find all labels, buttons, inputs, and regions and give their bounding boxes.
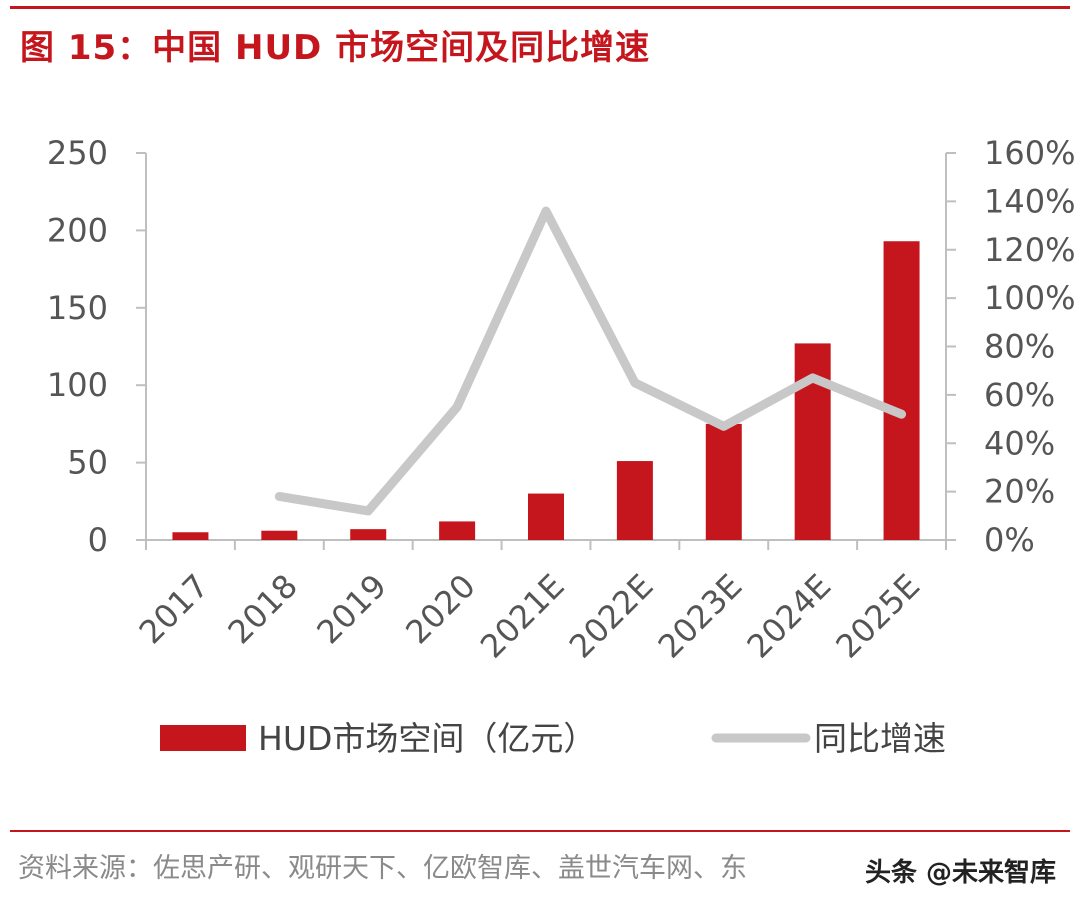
bar bbox=[528, 493, 564, 540]
bar bbox=[350, 529, 387, 540]
right-tick-label: 140% bbox=[984, 182, 1075, 220]
left-tick-label: 250 bbox=[47, 134, 108, 172]
left-tick-label: 100 bbox=[47, 366, 108, 404]
left-tick-label: 0 bbox=[88, 521, 108, 559]
legend-bar-label: HUD市场空间（亿元） bbox=[258, 719, 596, 758]
bar bbox=[705, 423, 742, 540]
left-tick-label: 150 bbox=[47, 289, 108, 327]
growth-line bbox=[274, 206, 907, 516]
bar-series bbox=[172, 241, 920, 540]
footer-rule bbox=[10, 830, 1070, 832]
x-tick-label: 2021E bbox=[473, 567, 572, 666]
x-tick-label: 2017 bbox=[132, 567, 216, 651]
bar bbox=[794, 343, 831, 540]
bar bbox=[261, 530, 298, 540]
right-tick-label: 120% bbox=[984, 231, 1075, 269]
x-tick-label: 2022E bbox=[562, 567, 661, 666]
x-tick-label: 2025E bbox=[828, 567, 927, 666]
legend-bar-swatch bbox=[160, 725, 246, 751]
right-tick-label: 20% bbox=[984, 473, 1055, 511]
right-tick-label: 80% bbox=[984, 328, 1055, 366]
right-tick-label: 0% bbox=[984, 521, 1035, 559]
chart-title: 图 15：中国 HUD 市场空间及同比增速 bbox=[20, 28, 651, 68]
bar bbox=[616, 461, 653, 540]
tick-labels: 0 50 100 150 200 250 0% 20% 40% 60% 80% 100% 120% 140… bbox=[47, 134, 1076, 666]
watermark: 头条 @未来智库 bbox=[864, 858, 1056, 888]
legend: HUD市场空间（亿元） 同比增速 bbox=[160, 719, 946, 758]
right-tick-label: 160% bbox=[984, 134, 1075, 172]
x-tick-label: 2018 bbox=[221, 567, 305, 651]
x-tick-label: 2020 bbox=[398, 567, 482, 651]
bar bbox=[439, 521, 476, 540]
bar bbox=[172, 532, 209, 540]
line-series bbox=[274, 206, 907, 516]
legend-line-label: 同比增速 bbox=[814, 719, 946, 758]
x-tick-label: 2024E bbox=[740, 567, 839, 666]
top-rule bbox=[10, 6, 1070, 9]
x-tick-label: 2023E bbox=[651, 567, 750, 666]
x-tick-label: 2019 bbox=[309, 567, 393, 651]
right-tick-label: 100% bbox=[984, 279, 1075, 317]
bar bbox=[883, 241, 920, 540]
source-note: 资料来源：佐思产研、观研天下、亿欧智库、盖世汽车网、东 bbox=[18, 853, 747, 884]
left-tick-label: 50 bbox=[67, 444, 108, 482]
left-tick-label: 200 bbox=[47, 211, 108, 249]
right-tick-label: 40% bbox=[984, 424, 1055, 462]
right-tick-label: 60% bbox=[984, 376, 1055, 414]
